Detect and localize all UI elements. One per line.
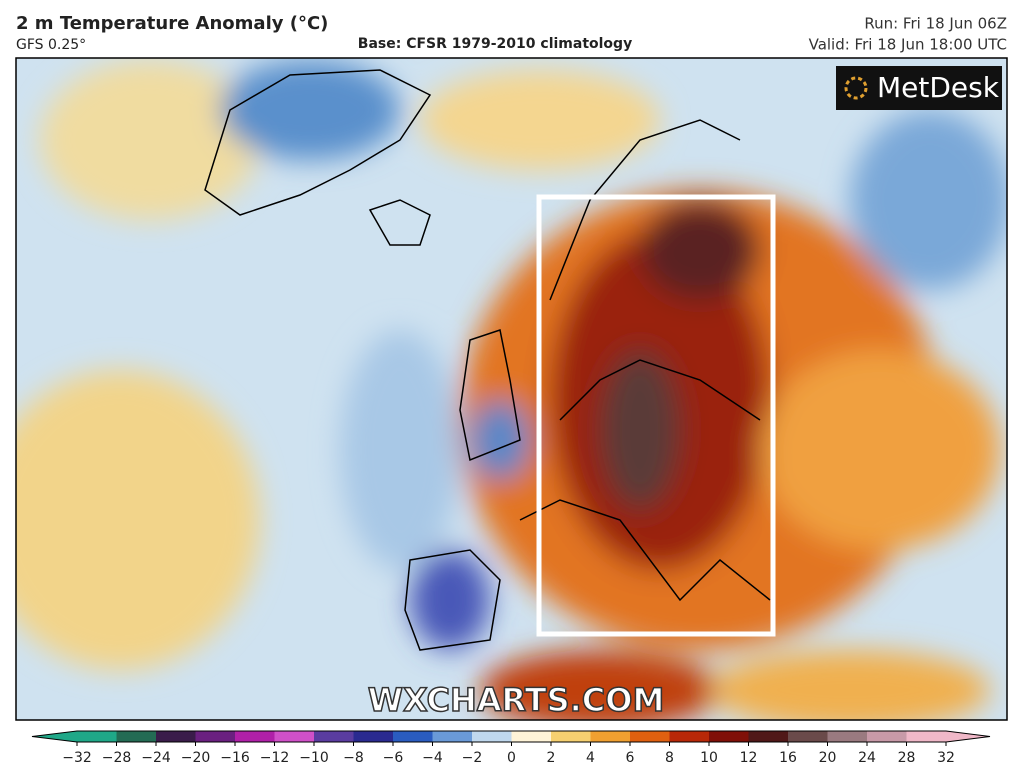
colorbar-tick-label: 32 xyxy=(937,750,955,766)
colorbar-tick-label: −12 xyxy=(260,750,290,766)
map-frame xyxy=(15,57,1008,721)
colorbar-tick-label: 28 xyxy=(898,750,916,766)
colorbar-segment xyxy=(630,731,670,742)
colorbar-tick-label: 2 xyxy=(547,750,556,766)
colorbar-segment xyxy=(274,731,315,742)
run: Run: Fri 18 Jun 06Z xyxy=(864,15,1007,33)
colorbar-segment xyxy=(827,731,868,742)
coastline xyxy=(404,549,501,651)
colorbar-tick-label: 4 xyxy=(586,750,595,766)
colorbar-tick-label: −24 xyxy=(141,750,171,766)
logo-icon xyxy=(844,76,868,100)
colorbar-segment xyxy=(314,731,354,742)
base: Base: CFSR 1979-2010 climatology xyxy=(358,36,632,52)
colorbar-tick-label: 6 xyxy=(626,750,635,766)
colorbar-tick-label: −8 xyxy=(343,750,364,766)
colorbar-segment xyxy=(551,731,591,742)
logo: MetDesk xyxy=(877,71,1000,104)
colorbar-tick-label: −32 xyxy=(62,750,92,766)
coastline xyxy=(459,329,521,462)
colorbar-segment xyxy=(590,731,631,742)
colorbar-segment xyxy=(709,731,749,742)
logo-box xyxy=(836,66,1002,110)
watermark: WXCHARTS.COM xyxy=(368,681,665,719)
map: MetDesk WXCHARTS.COM xyxy=(16,58,1007,720)
colorbar-segment xyxy=(906,731,947,742)
colorbar-segment xyxy=(669,731,710,742)
colorbar-extend-high xyxy=(946,731,990,742)
colorbar-tick-label: −28 xyxy=(102,750,132,766)
colorbar-segment xyxy=(748,731,789,742)
coastline xyxy=(368,199,431,246)
colorbar-segment xyxy=(472,731,512,742)
colorbar-tick-label: −10 xyxy=(299,750,329,766)
valid: Valid: Fri 18 Jun 18:00 UTC xyxy=(809,36,1007,54)
colorbar-tick-label: 12 xyxy=(740,750,758,766)
colorbar-segment xyxy=(393,731,433,742)
colorbar-tick-label: 16 xyxy=(779,750,797,766)
colorbar-segment xyxy=(116,731,157,742)
colorbar-segment xyxy=(77,731,117,742)
title: 2 m Temperature Anomaly (°C) xyxy=(16,13,328,34)
colorbar-segment xyxy=(432,731,473,742)
coastline xyxy=(519,119,771,602)
colorbar-tick-label: −4 xyxy=(422,750,443,766)
colorbar-segment xyxy=(788,731,828,742)
colorbar-extend-low xyxy=(32,731,77,742)
model: GFS 0.25° xyxy=(16,37,86,53)
colorbar-segment xyxy=(867,731,907,742)
colorbar-tick-label: 0 xyxy=(507,750,516,766)
coastline xyxy=(204,69,432,216)
colorbar-tick-label: 8 xyxy=(665,750,674,766)
colorbar-segment xyxy=(156,731,196,742)
colorbar-tick-label: 10 xyxy=(700,750,718,766)
colorbar-tick-label: −16 xyxy=(220,750,250,766)
highlight-box xyxy=(536,194,776,637)
colorbar-tick-label: −2 xyxy=(462,750,483,766)
colorbar-tick-label: −20 xyxy=(181,750,211,766)
colorbar-segment xyxy=(353,731,394,742)
colorbar: −32 −28 −24 −20 −16 −12 −10 −8 −6 −4 −2 0 2 4 6 8 10 12 16… xyxy=(31,730,991,766)
colorbar-segment xyxy=(235,731,275,742)
colorbar-segment xyxy=(195,731,236,742)
colorbar-tick-label: 20 xyxy=(819,750,837,766)
colorbar-segment xyxy=(511,731,552,742)
colorbar-tick-label: 24 xyxy=(858,750,876,766)
colorbar-tick-label: −6 xyxy=(383,750,404,766)
